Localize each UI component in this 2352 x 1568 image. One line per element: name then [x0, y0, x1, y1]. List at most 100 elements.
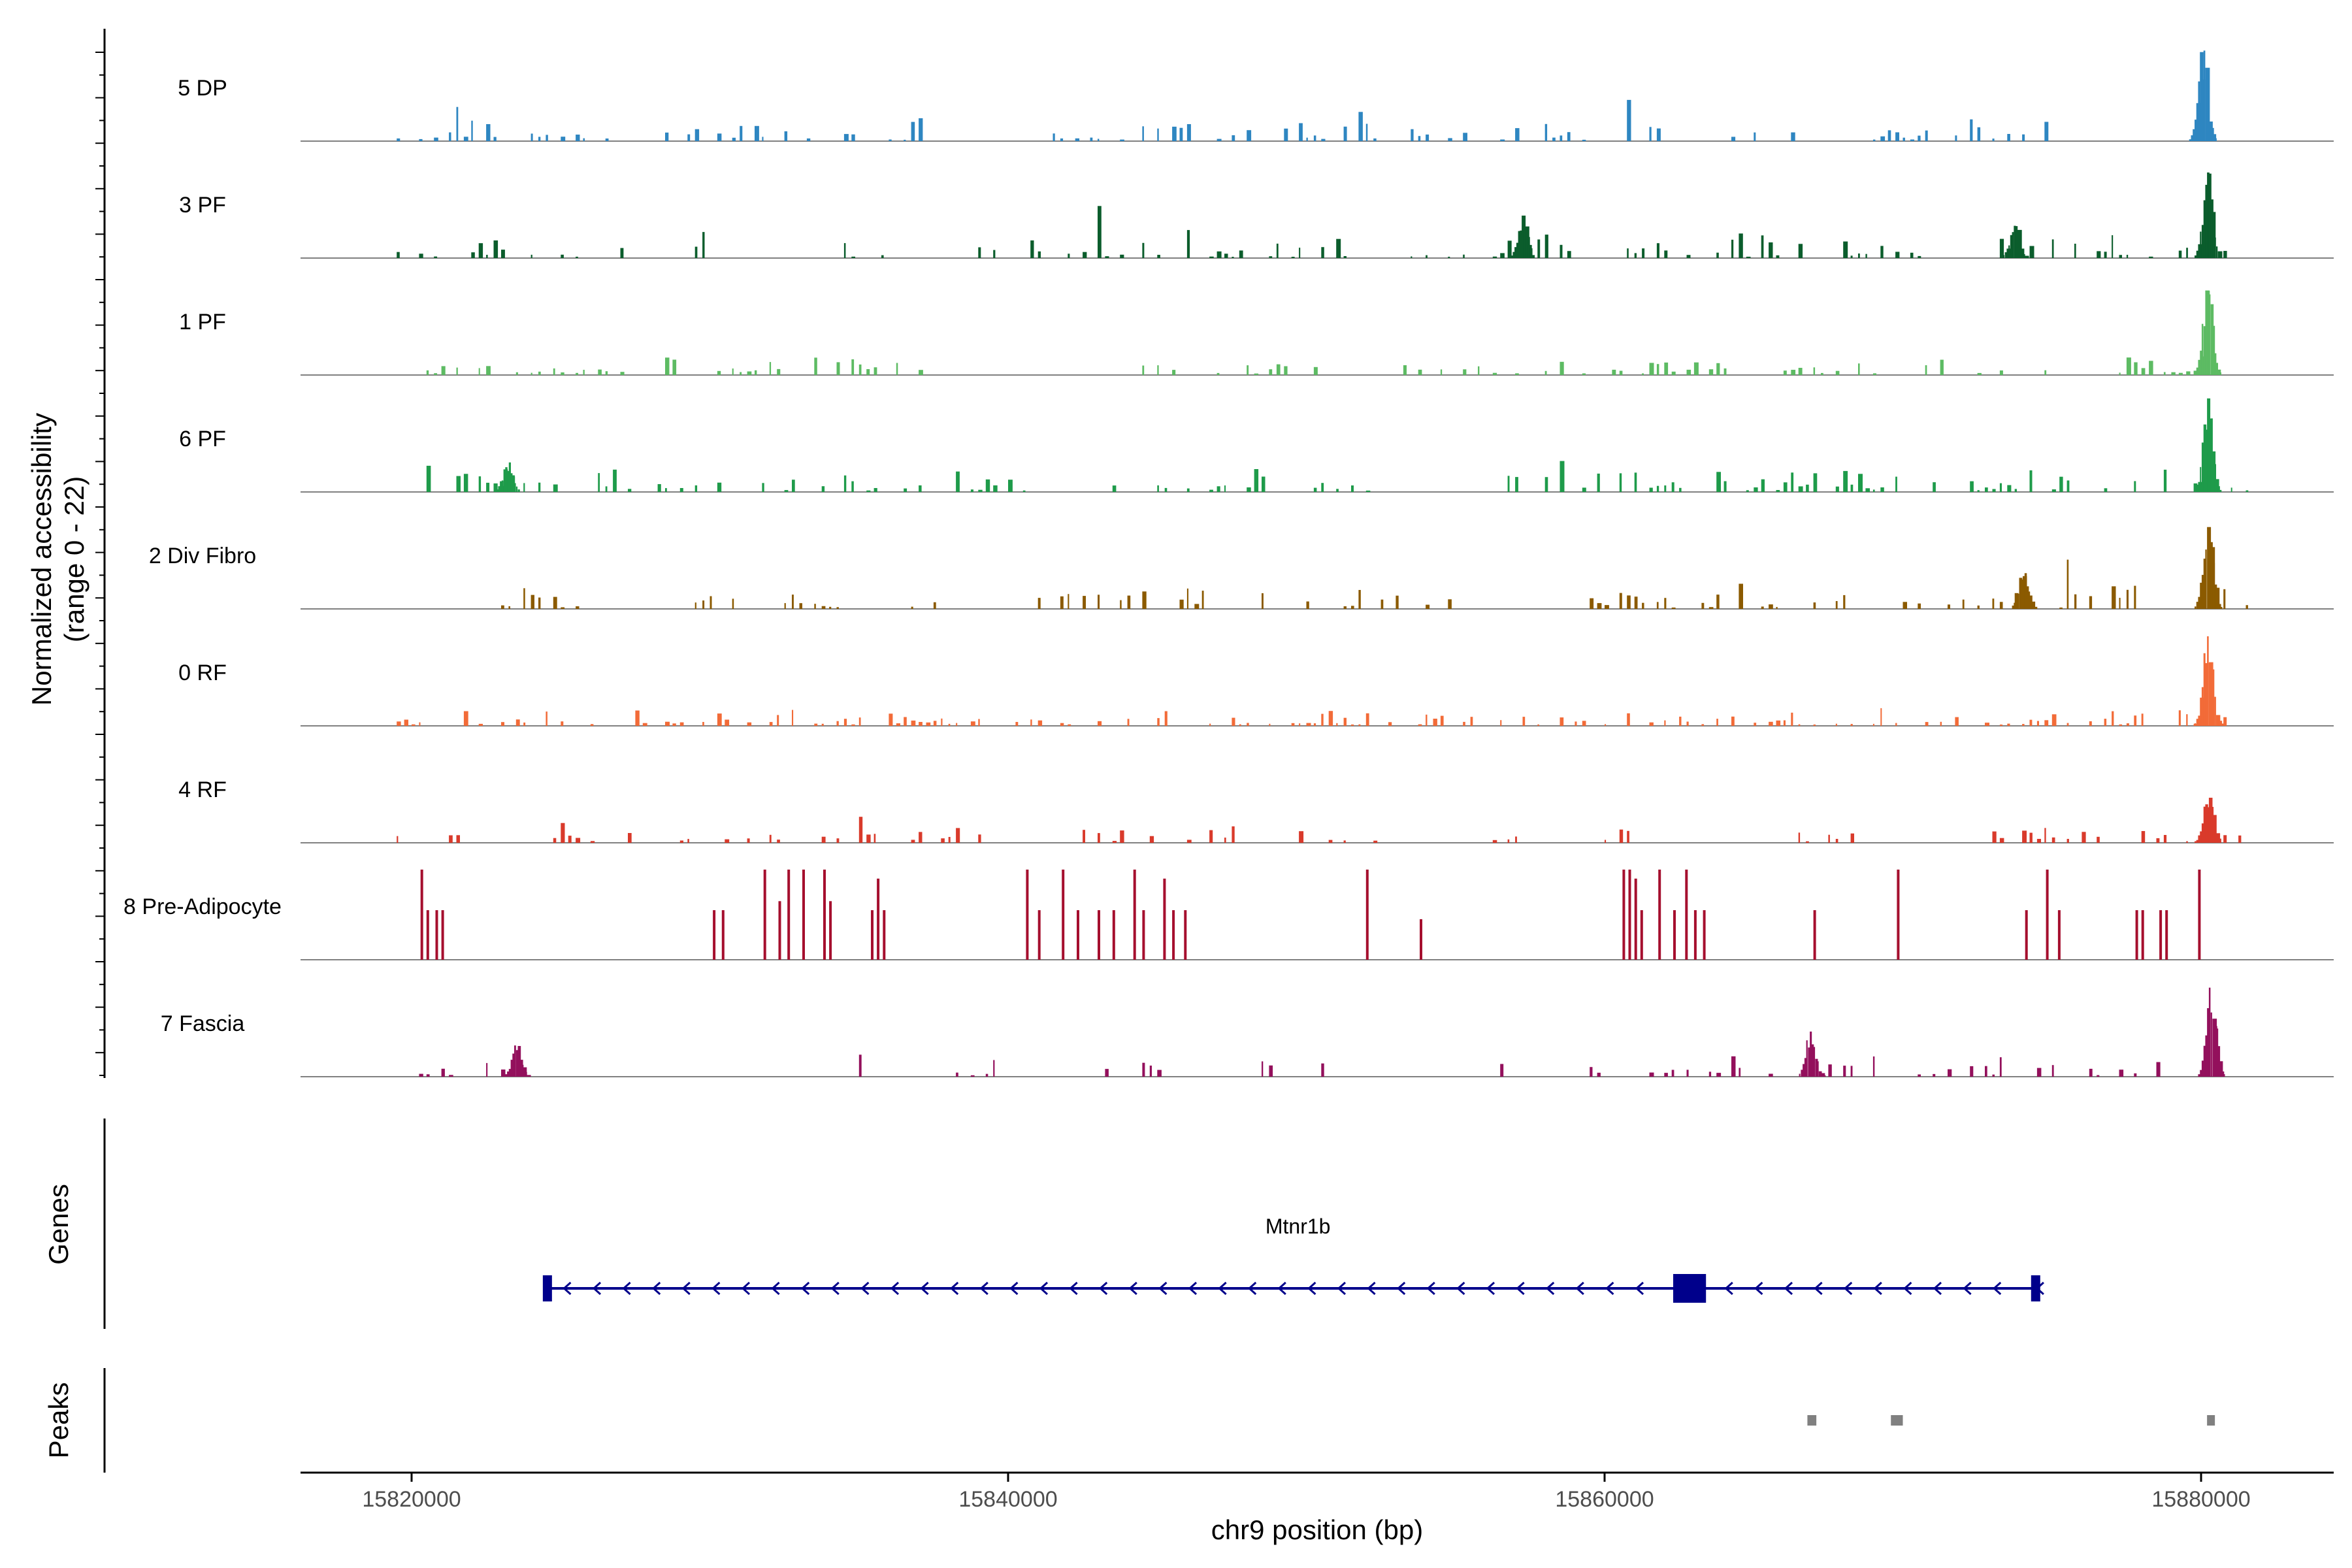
coverage-bar — [1813, 473, 1818, 492]
strand-arrow — [1814, 1281, 1823, 1296]
coverage-bar — [2212, 325, 2215, 375]
strand-arrow — [1188, 1281, 1198, 1296]
coverage-bar — [478, 476, 482, 492]
coverage-bar — [1209, 489, 1213, 492]
coverage-bar — [1649, 487, 1653, 492]
coverage-bar — [1649, 127, 1652, 141]
coverage-bar — [1426, 604, 1430, 609]
coverage-bar — [2012, 232, 2014, 258]
coverage-bar — [1716, 252, 1719, 258]
coverage-bar — [1209, 256, 1214, 258]
coverage-bar — [665, 357, 670, 375]
coverage-bar — [2217, 369, 2221, 375]
coverage-bar — [1627, 595, 1631, 609]
coverage-bar — [1582, 721, 1586, 726]
coverage-bar — [501, 1070, 506, 1077]
coverage-bar — [1299, 123, 1303, 141]
coverage-bar — [2082, 832, 2086, 843]
coverage-bar — [515, 372, 518, 375]
coverage-bar — [2217, 838, 2221, 843]
coverage-bar — [1754, 487, 1758, 492]
coverage-bar — [665, 721, 670, 726]
coverage-bar — [1820, 1073, 1825, 1077]
coverage-bar — [449, 835, 453, 843]
coverage-bar — [2023, 253, 2025, 258]
coverage-bar — [717, 133, 722, 141]
coverage-bar — [501, 605, 504, 609]
coverage-bar — [2198, 835, 2202, 843]
coverage-bar — [1843, 470, 1848, 492]
coverage-bar — [2149, 256, 2153, 258]
coverage-bar — [2230, 487, 2232, 492]
coverage-bar — [2126, 589, 2129, 609]
coverage-bar — [523, 588, 525, 609]
coverage-bar — [1083, 252, 1087, 258]
coverage-bar — [2195, 723, 2197, 726]
coverage-bar — [1239, 724, 1241, 726]
strand-arrow — [1396, 1281, 1406, 1296]
coverage-bar — [605, 486, 608, 492]
coverage-bar — [1098, 910, 1100, 960]
coverage-bar — [1605, 724, 1607, 726]
coverage-bar — [1008, 480, 1013, 492]
coverage-bar — [1500, 1064, 1504, 1077]
coverage-bar — [2010, 235, 2014, 258]
coverage-bar — [2223, 835, 2227, 843]
strand-arrow — [711, 1281, 721, 1296]
coverage-bar — [2134, 1073, 2137, 1077]
coverage-bar — [1686, 721, 1689, 726]
coverage-bar — [2149, 361, 2153, 375]
coverage-bar — [1925, 365, 1927, 375]
coverage-bar — [2119, 724, 2123, 726]
coverage-bar — [553, 368, 555, 375]
coverage-bar — [2217, 721, 2223, 726]
coverage-bar — [2223, 1074, 2225, 1077]
coverage-bar — [2217, 486, 2220, 492]
coverage-bar — [2112, 711, 2114, 726]
coverage-bar — [1821, 372, 1823, 375]
coverage-bar — [732, 598, 734, 609]
coverage-bar — [1810, 1031, 1812, 1077]
coverage-bar — [747, 722, 752, 726]
gene-exon — [1673, 1274, 1707, 1303]
coverage-bar — [694, 485, 698, 492]
coverage-bar — [1701, 724, 1705, 726]
coverage-bar — [561, 823, 565, 843]
coverage-bar — [919, 722, 923, 726]
strand-arrow — [1605, 1281, 1614, 1296]
coverage-bar — [1537, 239, 1541, 258]
coverage-bar — [1703, 910, 1706, 960]
coverage-bar — [2051, 714, 2057, 726]
strand-arrow — [830, 1281, 840, 1296]
coverage-bar — [2207, 172, 2210, 258]
coverage-bar — [1858, 363, 1860, 375]
coverage-bar — [1850, 255, 1853, 258]
coverage-bar — [778, 901, 781, 960]
coverage-bar — [2205, 804, 2208, 843]
coverage-bar — [1791, 472, 1794, 492]
coverage-bar — [2210, 807, 2214, 843]
strand-arrow — [1247, 1281, 1257, 1296]
coverage-bar — [1850, 1066, 1853, 1077]
coverage-bar — [851, 481, 854, 492]
coverage-bar — [679, 722, 684, 726]
coverage-bar — [521, 1064, 524, 1077]
coverage-bar — [478, 723, 483, 726]
coverage-bar — [762, 137, 764, 141]
strand-arrow — [1098, 1281, 1108, 1296]
coverage-bar — [501, 480, 504, 492]
coverage-bar — [1776, 255, 1780, 258]
coverage-bar — [1544, 123, 1548, 141]
coverage-bar — [1590, 1067, 1593, 1077]
coverage-bar — [1686, 255, 1691, 258]
coverage-bar — [1649, 722, 1654, 726]
coverage-bar — [919, 370, 923, 375]
coverage-bar — [1254, 373, 1259, 375]
coverage-bar — [1209, 830, 1213, 843]
coverage-bar — [1120, 139, 1124, 141]
coverage-bar — [1649, 1072, 1654, 1077]
coverage-bar — [2210, 418, 2213, 492]
coverage-bar — [1127, 595, 1131, 609]
coverage-bar — [2119, 598, 2121, 609]
coverage-bar — [1858, 474, 1863, 492]
